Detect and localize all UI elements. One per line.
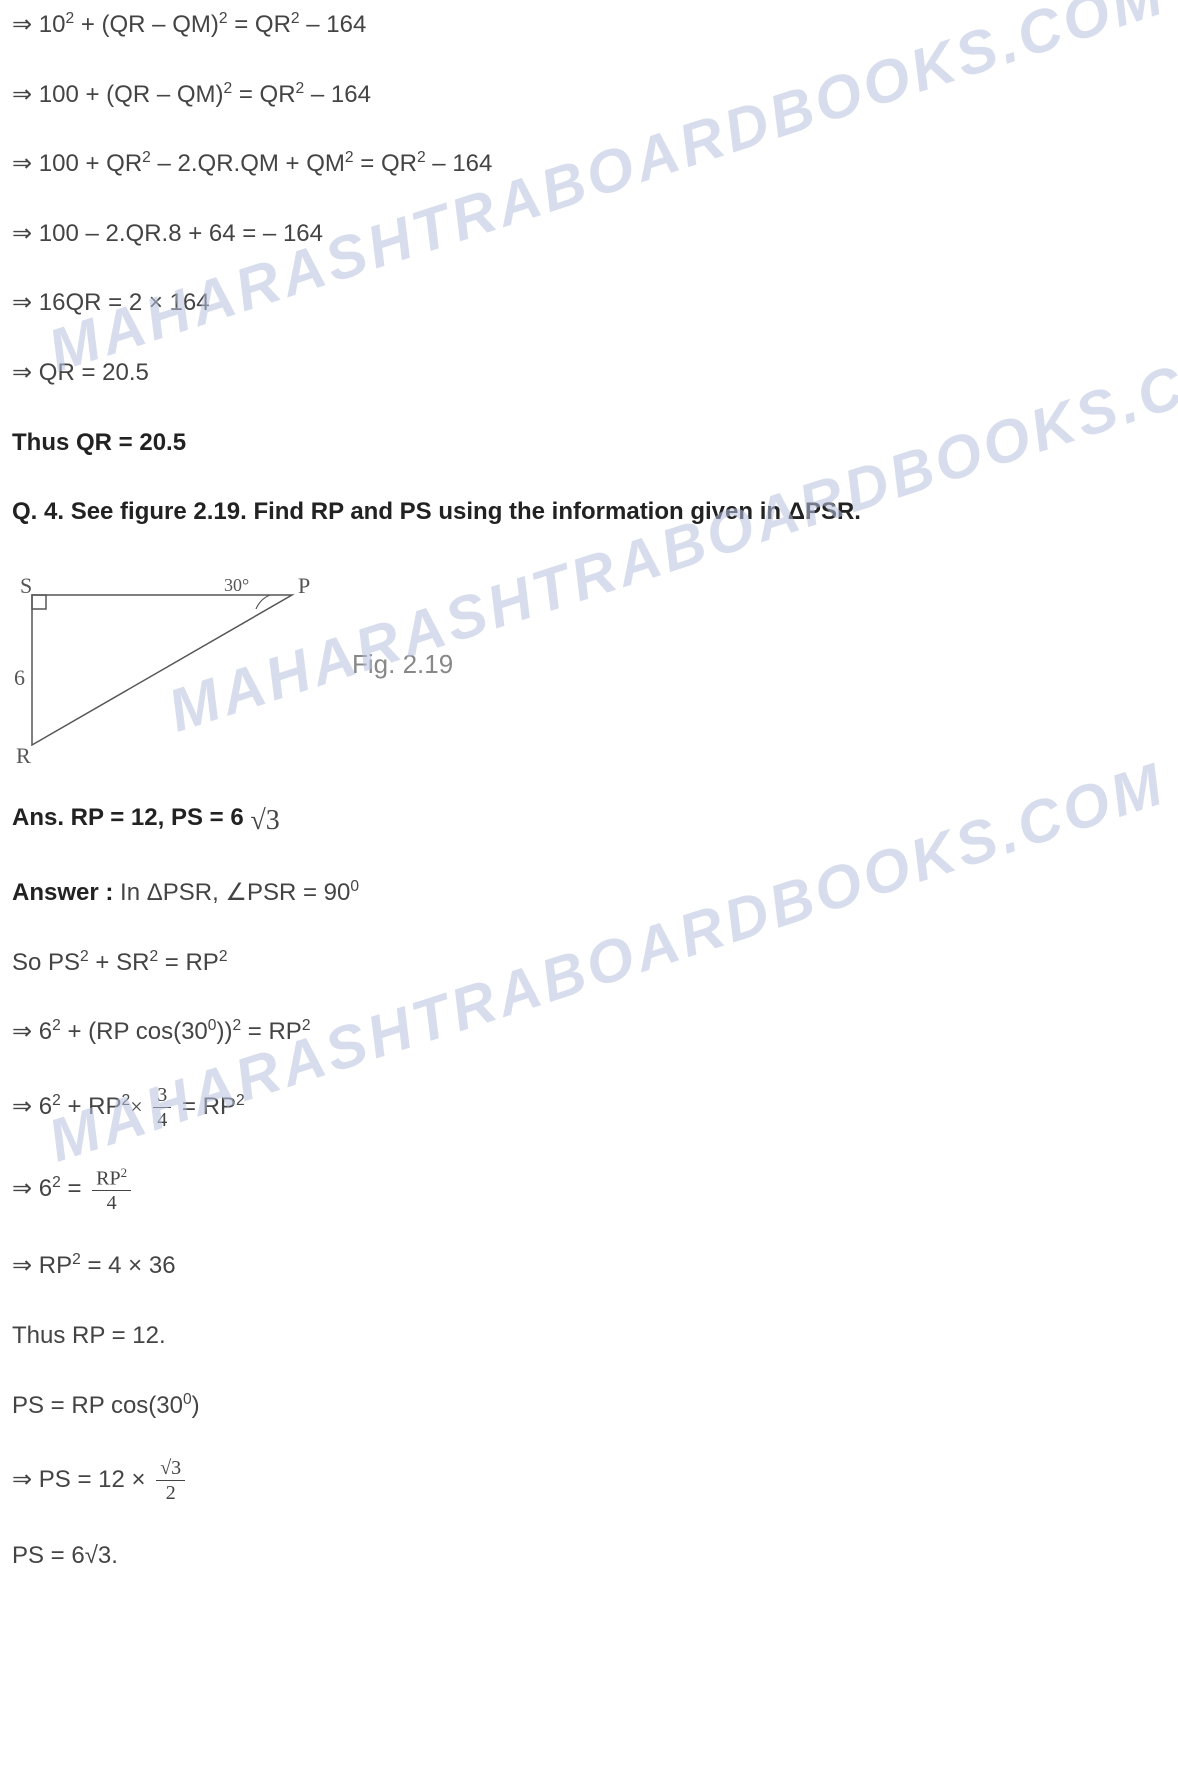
fraction: RP2 4 — [92, 1166, 131, 1214]
fraction-num: RP2 — [92, 1166, 131, 1192]
fraction-den: 2 — [166, 1481, 176, 1503]
math-line: ⇒ QR = 20.5 — [12, 356, 1166, 390]
answer-label: Answer : — [12, 879, 113, 906]
figure-2-19: S P R 30° 6 Fig. 2.19 — [12, 565, 1166, 765]
watermark: MAHARASHTRABOARDBOOKS.COM — [40, 0, 1174, 386]
vertex-r: R — [16, 743, 31, 765]
question-heading: Q. 4. See figure 2.19. Find RP and PS us… — [12, 495, 1166, 529]
answer-summary: Ans. RP = 12, PS = 6 √3 — [12, 801, 1166, 840]
math-line: ⇒ 62 + (RP cos(300))2 = RP2 — [12, 1015, 1166, 1049]
side-label: 6 — [14, 665, 25, 690]
times-icon: × — [130, 1094, 142, 1119]
result-line: Thus RP = 12. — [12, 1319, 1166, 1353]
fraction: 3 4 — [153, 1085, 171, 1130]
math-line: PS = RP cos(300) — [12, 1389, 1166, 1423]
math-line: ⇒ 102 + (QR – QM)2 = QR2 – 164 — [12, 8, 1166, 42]
math-line: ⇒ 16QR = 2 × 164 — [12, 286, 1166, 320]
answer-line: Answer : In ΔPSR, ∠PSR = 900 — [12, 876, 1166, 910]
math-line: ⇒ 62 + RP2× 3 4 = RP2 — [12, 1085, 1166, 1130]
fraction-num: √3 — [156, 1458, 185, 1481]
answer-summary-text: Ans. RP = 12, PS = 6 — [12, 804, 244, 831]
math-line: ⇒ 100 + QR2 – 2.QR.QM + QM2 = QR2 – 164 — [12, 147, 1166, 181]
answer-text: In ΔPSR, ∠PSR = 900 — [120, 879, 359, 906]
math-line: ⇒ 100 + (QR – QM)2 = QR2 – 164 — [12, 78, 1166, 112]
angle-label: 30° — [224, 575, 249, 595]
result-line: PS = 6√3. — [12, 1539, 1166, 1573]
sqrt3-icon: √3 — [250, 801, 279, 840]
figure-caption: Fig. 2.19 — [352, 649, 453, 680]
triangle-diagram: S P R 30° 6 — [12, 565, 312, 765]
fraction-num: 3 — [153, 1085, 171, 1108]
math-line: So PS2 + SR2 = RP2 — [12, 946, 1166, 980]
fraction-den: 4 — [107, 1191, 117, 1213]
math-line: ⇒ 100 – 2.QR.8 + 64 = – 164 — [12, 217, 1166, 251]
fraction-den: 4 — [157, 1108, 167, 1130]
math-line: ⇒ RP2 = 4 × 36 — [12, 1249, 1166, 1283]
vertex-s: S — [20, 573, 32, 598]
result-line: Thus QR = 20.5 — [12, 426, 1166, 460]
math-line: ⇒ PS = 12 × √3 2 — [12, 1458, 1166, 1503]
vertex-p: P — [298, 573, 310, 598]
math-text: ⇒ PS = 12 × — [12, 1466, 152, 1493]
math-line: ⇒ 62 = RP2 4 — [12, 1166, 1166, 1214]
fraction: √3 2 — [156, 1458, 185, 1503]
